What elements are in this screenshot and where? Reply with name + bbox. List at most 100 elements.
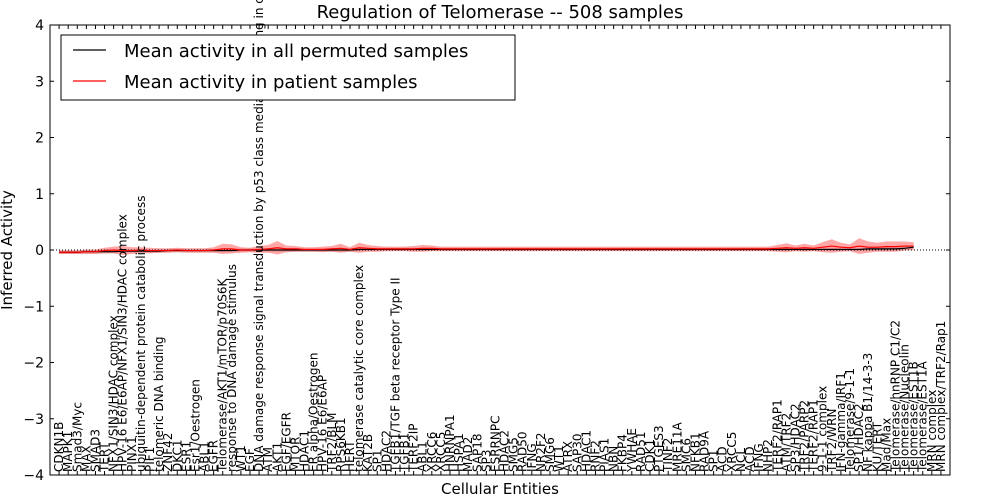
x-tick-label: HDAC1	[298, 430, 312, 472]
x-tick-label: NBN	[607, 446, 621, 472]
x-tick-label: ATM/TRF2	[779, 413, 793, 472]
x-tick-label: DNA damage response signal transduction …	[252, 0, 266, 472]
x-tick-label: HDAC2	[379, 430, 393, 472]
x-tick-label: TGFB1/TGF beta receptor Type II	[388, 277, 402, 473]
chart-title: Regulation of Telomerase -- 508 samples	[317, 2, 684, 23]
x-tick-label: ESRRNPC	[488, 416, 502, 472]
x-tick-label: HDAC1	[579, 430, 593, 472]
x-tick-label: SP1/HDAC2	[852, 403, 866, 472]
x-tick-label: WT1	[552, 445, 566, 472]
x-tick-label: PIF1	[143, 447, 157, 472]
x-tick-label: HPV-16 E6/E6AP/NFX1/SIN3/HDAC complex	[116, 214, 130, 472]
x-tick-label: SP1	[707, 450, 721, 473]
y-tick-label: −4	[23, 468, 44, 484]
x-tick-label: XRCC6	[425, 432, 439, 472]
y-tick-label: 2	[35, 131, 44, 147]
x-tick-label: RAD50	[516, 431, 530, 472]
x-tick-label: PTGES3	[652, 425, 666, 472]
x-tick-label: SMG6	[543, 437, 557, 472]
x-tick-label: PIAS1	[598, 438, 612, 472]
x-tick-label: NFX1/SIN3/HDAC complex	[107, 315, 121, 472]
x-tick-label: PINX1	[125, 436, 139, 472]
x-tick-label: Telomerase/EST1A	[916, 360, 930, 473]
x-tick-label: MAPK1	[61, 431, 75, 472]
x-tick-label: DKC1	[170, 440, 184, 472]
x-tick-label: XRCC5	[434, 432, 448, 472]
x-tick-label: CDKN1B	[52, 422, 66, 472]
legend: Mean activity in all permuted samples Me…	[60, 34, 516, 101]
x-tick-label: MRN complex	[925, 390, 939, 472]
x-tick-label: RAD9A	[698, 430, 712, 472]
x-tick-label: TINF2	[661, 438, 675, 473]
plot-area: −4 −3 −2 −1 0 1 2 3 4 CDKN1BMAPK1Smad3/MycMAXSMAD…	[23, 0, 951, 484]
x-tick-label: IFNG	[752, 443, 766, 472]
legend-label-patient: Mean activity in patient samples	[124, 72, 418, 93]
y-tick-label: 0	[35, 243, 44, 259]
x-tick-label: Telomerase/hnRNP C1/C2	[888, 320, 902, 473]
y-tick-label: −2	[23, 356, 44, 372]
y-tick-label: 4	[35, 18, 44, 34]
x-tick-label: HNRNPA1	[443, 414, 457, 472]
x-tick-label: FKBP4	[616, 434, 630, 472]
x-tick-label: WT1	[234, 445, 248, 472]
legend-box	[60, 34, 516, 101]
x-tick-label: MAD2	[461, 437, 475, 472]
x-tick-label: telomeric DNA binding	[152, 336, 166, 472]
legend-label-permuted: Mean activity in all permuted samples	[124, 41, 468, 62]
y-tick-label: −3	[23, 412, 44, 428]
x-tick-label: TRF2/WRN	[825, 409, 839, 473]
x-tick-label: IFN-gamma/IRF1	[834, 372, 848, 472]
x-tick-label: HDAC2	[498, 430, 512, 472]
x-tick-label: ZNF42	[161, 433, 175, 472]
x-tick-label: Mad/Max	[879, 418, 893, 472]
y-tick-label: −1	[23, 299, 44, 315]
x-tick-label: SMG5	[507, 437, 521, 472]
x-tick-label: NCL	[734, 448, 748, 472]
x-tick-label: SAP18	[470, 433, 484, 472]
x-tick-label: ATM	[261, 447, 275, 472]
x-tick-label: TERF2IP	[407, 423, 421, 473]
x-tick-label: MTOR	[288, 437, 302, 472]
x-tick-label: ABL1	[198, 441, 212, 472]
x-tick-label: SAP30	[570, 433, 584, 472]
x-tick-label: telomerase catalytic core complex	[352, 265, 366, 472]
x-tick-label: KAT2B	[361, 434, 375, 472]
x-tick-label: SP3	[479, 449, 493, 472]
x-tick-label: RAD51	[634, 431, 648, 472]
y-axis-label: Inferred Activity	[0, 190, 16, 310]
x-tick-label: Esr1/Oestrogen	[188, 379, 202, 472]
x-tick-label: Telomerase/EST1B	[907, 361, 921, 473]
x-tick-label: EGF/EGFR	[279, 412, 293, 472]
x-tick-label: ESR1	[179, 441, 193, 472]
x-tick-label: ACD	[743, 446, 757, 472]
x-tick-label: response to DNA damage stimulus	[225, 264, 239, 472]
x-tick-label: SMAD3	[88, 429, 102, 472]
band-patient	[59, 238, 914, 256]
x-axis-label: Cellular Entities	[441, 480, 559, 498]
x-tick-label: MRN complex/TRF2/Rap1	[934, 321, 948, 472]
x-tick-label: MRE11A	[670, 421, 684, 472]
x-tick-label: CDK1	[643, 439, 657, 472]
x-tick-label: RPS6KB1	[334, 417, 348, 472]
x-tick-label: Smad3/Myc	[70, 402, 84, 472]
x-tick-label: MAX	[79, 445, 93, 472]
x-tick-label: NF kappa B1/14-3-3	[861, 353, 875, 472]
x-tick-label: TRF2/PARP2	[798, 400, 812, 473]
x-tick-label: NR2F2	[534, 433, 548, 473]
x-tick-label: Telomerase/9-1-1	[843, 368, 857, 473]
x-tick-label: TERT	[98, 442, 112, 473]
x-tick-label: HSPA1	[452, 433, 466, 472]
x-tick-label: EGFR	[207, 440, 221, 472]
x-tick-label: TGFB1	[398, 433, 412, 473]
x-tick-label: TERF2/RAP1	[770, 399, 784, 473]
x-tick-label: SP3/HDAC2	[788, 403, 802, 472]
series-line-patient	[59, 245, 914, 253]
x-tick-label: YWHAE	[625, 428, 639, 473]
x-tick-label: EGF	[243, 448, 257, 472]
x-tick-label: XRCC5	[725, 432, 739, 472]
x-tick-label: SP1	[370, 449, 384, 472]
x-tick-label: NHP2	[761, 439, 775, 472]
y-tick-label: 1	[35, 187, 44, 203]
y-tick-label: 3	[35, 74, 44, 90]
